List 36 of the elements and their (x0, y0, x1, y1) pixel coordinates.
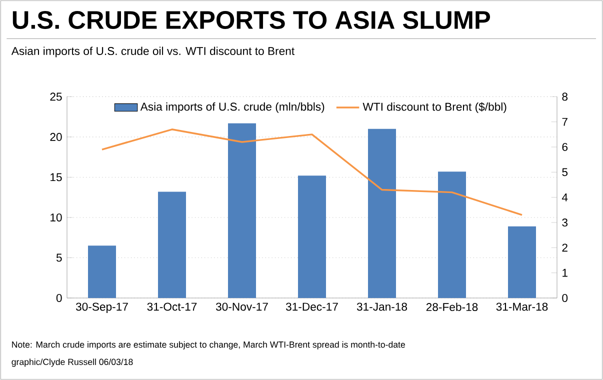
y-tick-label: 5 (56, 254, 62, 262)
line-series (101, 128, 523, 216)
y2-tick-label: 8 (562, 92, 568, 101)
x-tick-label: 30-Nov-17 (216, 302, 268, 311)
y2-tick-label: 7 (562, 118, 568, 126)
y-tick-label: 25 (50, 92, 62, 101)
x-tick-label: 31-Jan-18 (356, 302, 408, 311)
chart-title: U.S. CRUDE EXPORTS TO ASIA SLUMP (12, 11, 490, 29)
x-tick-label: 31-Dec-17 (286, 302, 338, 311)
y2-tick-label: 6 (562, 143, 568, 152)
x-tick-label: 31-Mar-18 (496, 302, 548, 311)
bar (368, 128, 396, 298)
y-tick-label: 20 (50, 132, 62, 141)
x-tick-label: 30-Sep-17 (76, 302, 128, 313)
bar (438, 172, 466, 298)
bar (508, 226, 536, 298)
y2-tick-label: 4 (562, 193, 568, 202)
x-tick-label: 28-Feb-18 (426, 302, 478, 312)
x-tick-label: 31-Oct-17 (147, 302, 197, 311)
y2-tick-label: 5 (562, 168, 568, 176)
text: Note: March crude imports are estimate subject to change, March WTI-Brent spread is month-to-date (12, 341, 405, 350)
bar (298, 176, 326, 298)
legend-label: WTI discount to Brent ($/bbl) (362, 102, 506, 114)
chart-subtitle: Asian imports of U.S. crude oil vs. WTI discount to Brent (11, 46, 294, 58)
y-tick-label: 15 (50, 173, 62, 182)
y2-tick-label: 2 (562, 244, 568, 252)
y-tick-label: 10 (50, 213, 62, 222)
y-tick-label: 0 (56, 294, 62, 302)
y2-tick-label: 1 (562, 268, 568, 277)
legend-label: Asia imports of U.S. crude (mln/bbls) (140, 102, 324, 113)
text: graphic/Clyde Russell 06/03/18 (12, 358, 133, 367)
y2-tick-label: 3 (562, 218, 568, 227)
y2-tick-label: 0 (562, 294, 568, 302)
bar (228, 123, 256, 298)
bar (158, 192, 186, 298)
bar (88, 246, 116, 298)
